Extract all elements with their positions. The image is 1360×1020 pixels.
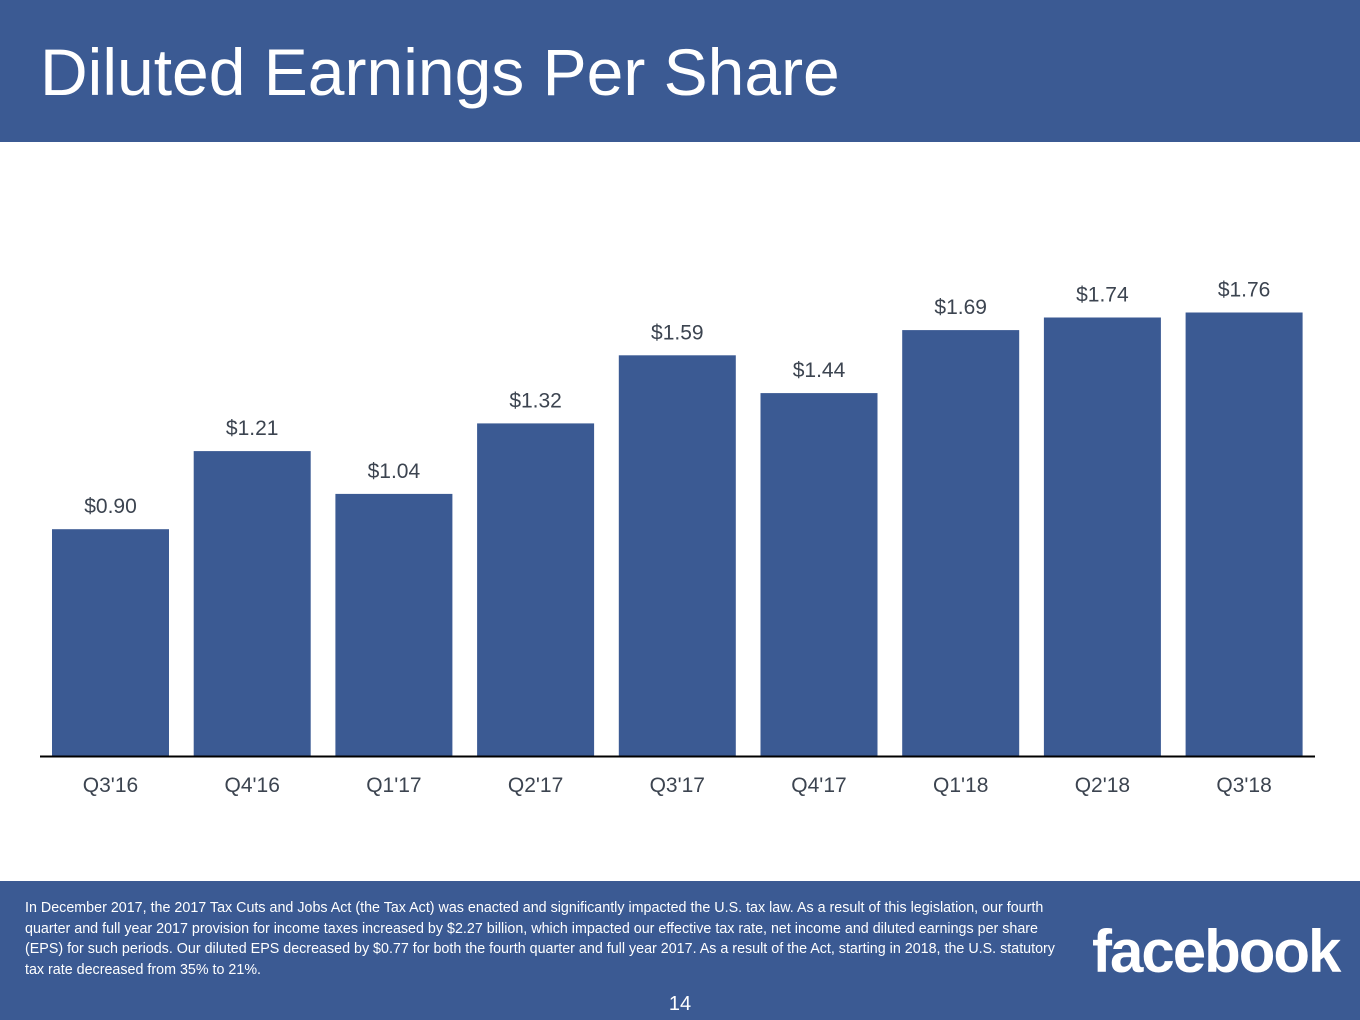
- bar-5: [760, 393, 878, 756]
- data-label-4: $1.59: [651, 321, 704, 344]
- bar-1: [193, 451, 311, 756]
- bar-7: [1043, 317, 1161, 756]
- data-label-2: $1.04: [368, 460, 421, 483]
- bar-0: [52, 529, 169, 756]
- x-tick-label-2: Q1'17: [366, 774, 421, 797]
- x-tick-label-6: Q1'18: [933, 774, 988, 797]
- page-number: 14: [668, 993, 692, 1015]
- data-label-3: $1.32: [509, 389, 562, 412]
- data-label-7: $1.74: [1076, 284, 1129, 307]
- page-title: Diluted Earnings Per Share: [40, 35, 840, 109]
- x-tick-label-1: Q4'16: [225, 774, 280, 797]
- tax-act-footnote: In December 2017, the 2017 Tax Cuts and …: [25, 900, 1055, 978]
- x-tick-label-0: Q3'16: [83, 774, 138, 797]
- bar-3: [477, 423, 595, 756]
- eps-bar-chart: $0.90 Q3'16 $1.21 Q4'16 $1.04 Q1'17 $1.32 Q2'17…: [40, 279, 1315, 797]
- data-label-1: $1.21: [226, 417, 279, 440]
- x-tick-label-8: Q3'18: [1216, 774, 1271, 797]
- x-tick-label-4: Q3'17: [650, 774, 705, 797]
- x-tick-label-5: Q4'17: [791, 774, 846, 797]
- data-label-5: $1.44: [793, 359, 846, 382]
- bar-4: [618, 355, 736, 756]
- bar-8: [1185, 312, 1303, 756]
- bar-2: [335, 493, 453, 756]
- facebook-logo: facebook: [1092, 918, 1341, 985]
- x-tick-label-3: Q2'17: [508, 774, 563, 797]
- data-label-8: $1.76: [1218, 279, 1271, 302]
- title-bar: Diluted Earnings Per Share: [0, 0, 1360, 142]
- bar-6: [902, 330, 1020, 756]
- data-label-6: $1.69: [934, 296, 987, 319]
- data-label-0: $0.90: [84, 495, 137, 518]
- x-tick-label-7: Q2'18: [1075, 774, 1130, 797]
- footer-bar: In December 2017, the 2017 Tax Cuts and …: [0, 881, 1360, 1020]
